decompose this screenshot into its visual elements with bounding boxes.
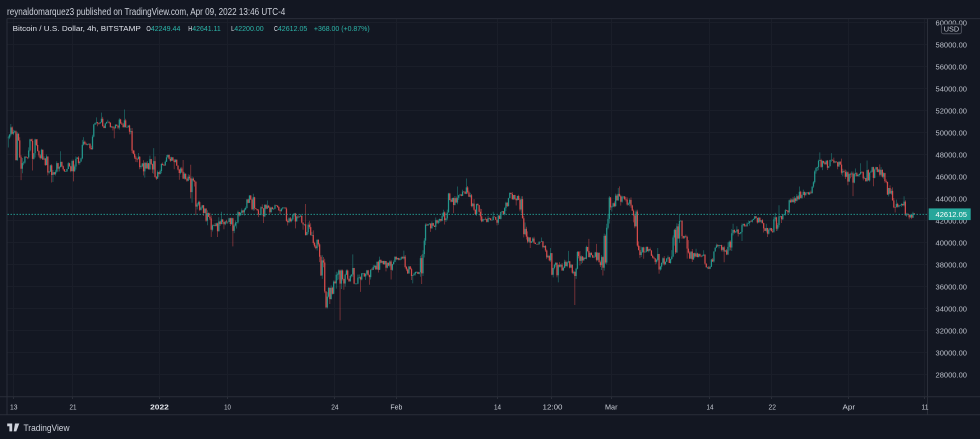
svg-text:48000.00: 48000.00 bbox=[936, 150, 968, 159]
svg-text:54000.00: 54000.00 bbox=[936, 84, 968, 93]
svg-text:28000.00: 28000.00 bbox=[936, 370, 968, 379]
svg-text:13: 13 bbox=[10, 403, 18, 412]
svg-text:44000.00: 44000.00 bbox=[936, 194, 968, 203]
svg-text:Bitcoin / U.S. Dollar, 4h, BIT: Bitcoin / U.S. Dollar, 4h, BITSTAMP bbox=[13, 24, 141, 33]
svg-text:TradingView: TradingView bbox=[24, 423, 70, 433]
svg-text:46000.00: 46000.00 bbox=[936, 172, 968, 181]
svg-text:50000.00: 50000.00 bbox=[936, 128, 968, 137]
svg-text:Apr: Apr bbox=[843, 403, 856, 412]
svg-text:30000.00: 30000.00 bbox=[936, 348, 968, 357]
svg-text:10: 10 bbox=[224, 403, 231, 412]
svg-text:40000.00: 40000.00 bbox=[936, 238, 968, 247]
svg-text:14: 14 bbox=[494, 403, 501, 412]
svg-text:11: 11 bbox=[922, 403, 929, 412]
svg-text:60000.00: 60000.00 bbox=[936, 18, 968, 27]
svg-text:2022: 2022 bbox=[150, 403, 169, 412]
svg-text:reynaldomarquez3 published on: reynaldomarquez3 published on TradingVie… bbox=[7, 7, 286, 18]
svg-text:14: 14 bbox=[707, 403, 714, 412]
svg-text:58000.00: 58000.00 bbox=[936, 40, 968, 49]
svg-text:52000.00: 52000.00 bbox=[936, 106, 968, 115]
svg-text:O: O bbox=[146, 24, 151, 33]
svg-text:C: C bbox=[274, 24, 278, 33]
svg-text:32000.00: 32000.00 bbox=[936, 326, 968, 335]
svg-text:42200.00: 42200.00 bbox=[234, 24, 263, 33]
svg-text:21: 21 bbox=[70, 403, 77, 412]
svg-text:38000.00: 38000.00 bbox=[936, 260, 968, 269]
svg-text:+368.00 (+0.87%): +368.00 (+0.87%) bbox=[314, 24, 370, 33]
svg-text:12:00: 12:00 bbox=[543, 403, 563, 412]
svg-text:USD: USD bbox=[944, 24, 960, 33]
svg-text:22: 22 bbox=[769, 403, 777, 412]
svg-text:L: L bbox=[231, 24, 234, 33]
svg-text:42641.11: 42641.11 bbox=[192, 24, 221, 33]
svg-text:42612.05: 42612.05 bbox=[936, 210, 968, 219]
svg-text:24: 24 bbox=[331, 403, 338, 412]
svg-text:42249.44: 42249.44 bbox=[151, 24, 181, 33]
svg-text:Feb: Feb bbox=[390, 403, 402, 412]
svg-text:34000.00: 34000.00 bbox=[936, 304, 968, 313]
svg-text:36000.00: 36000.00 bbox=[936, 282, 968, 291]
svg-text:42612.05: 42612.05 bbox=[278, 24, 307, 33]
svg-text:56000.00: 56000.00 bbox=[936, 62, 968, 71]
svg-text:H: H bbox=[188, 24, 192, 33]
svg-text:42000.00: 42000.00 bbox=[936, 216, 968, 225]
svg-text:Mar: Mar bbox=[605, 403, 618, 412]
